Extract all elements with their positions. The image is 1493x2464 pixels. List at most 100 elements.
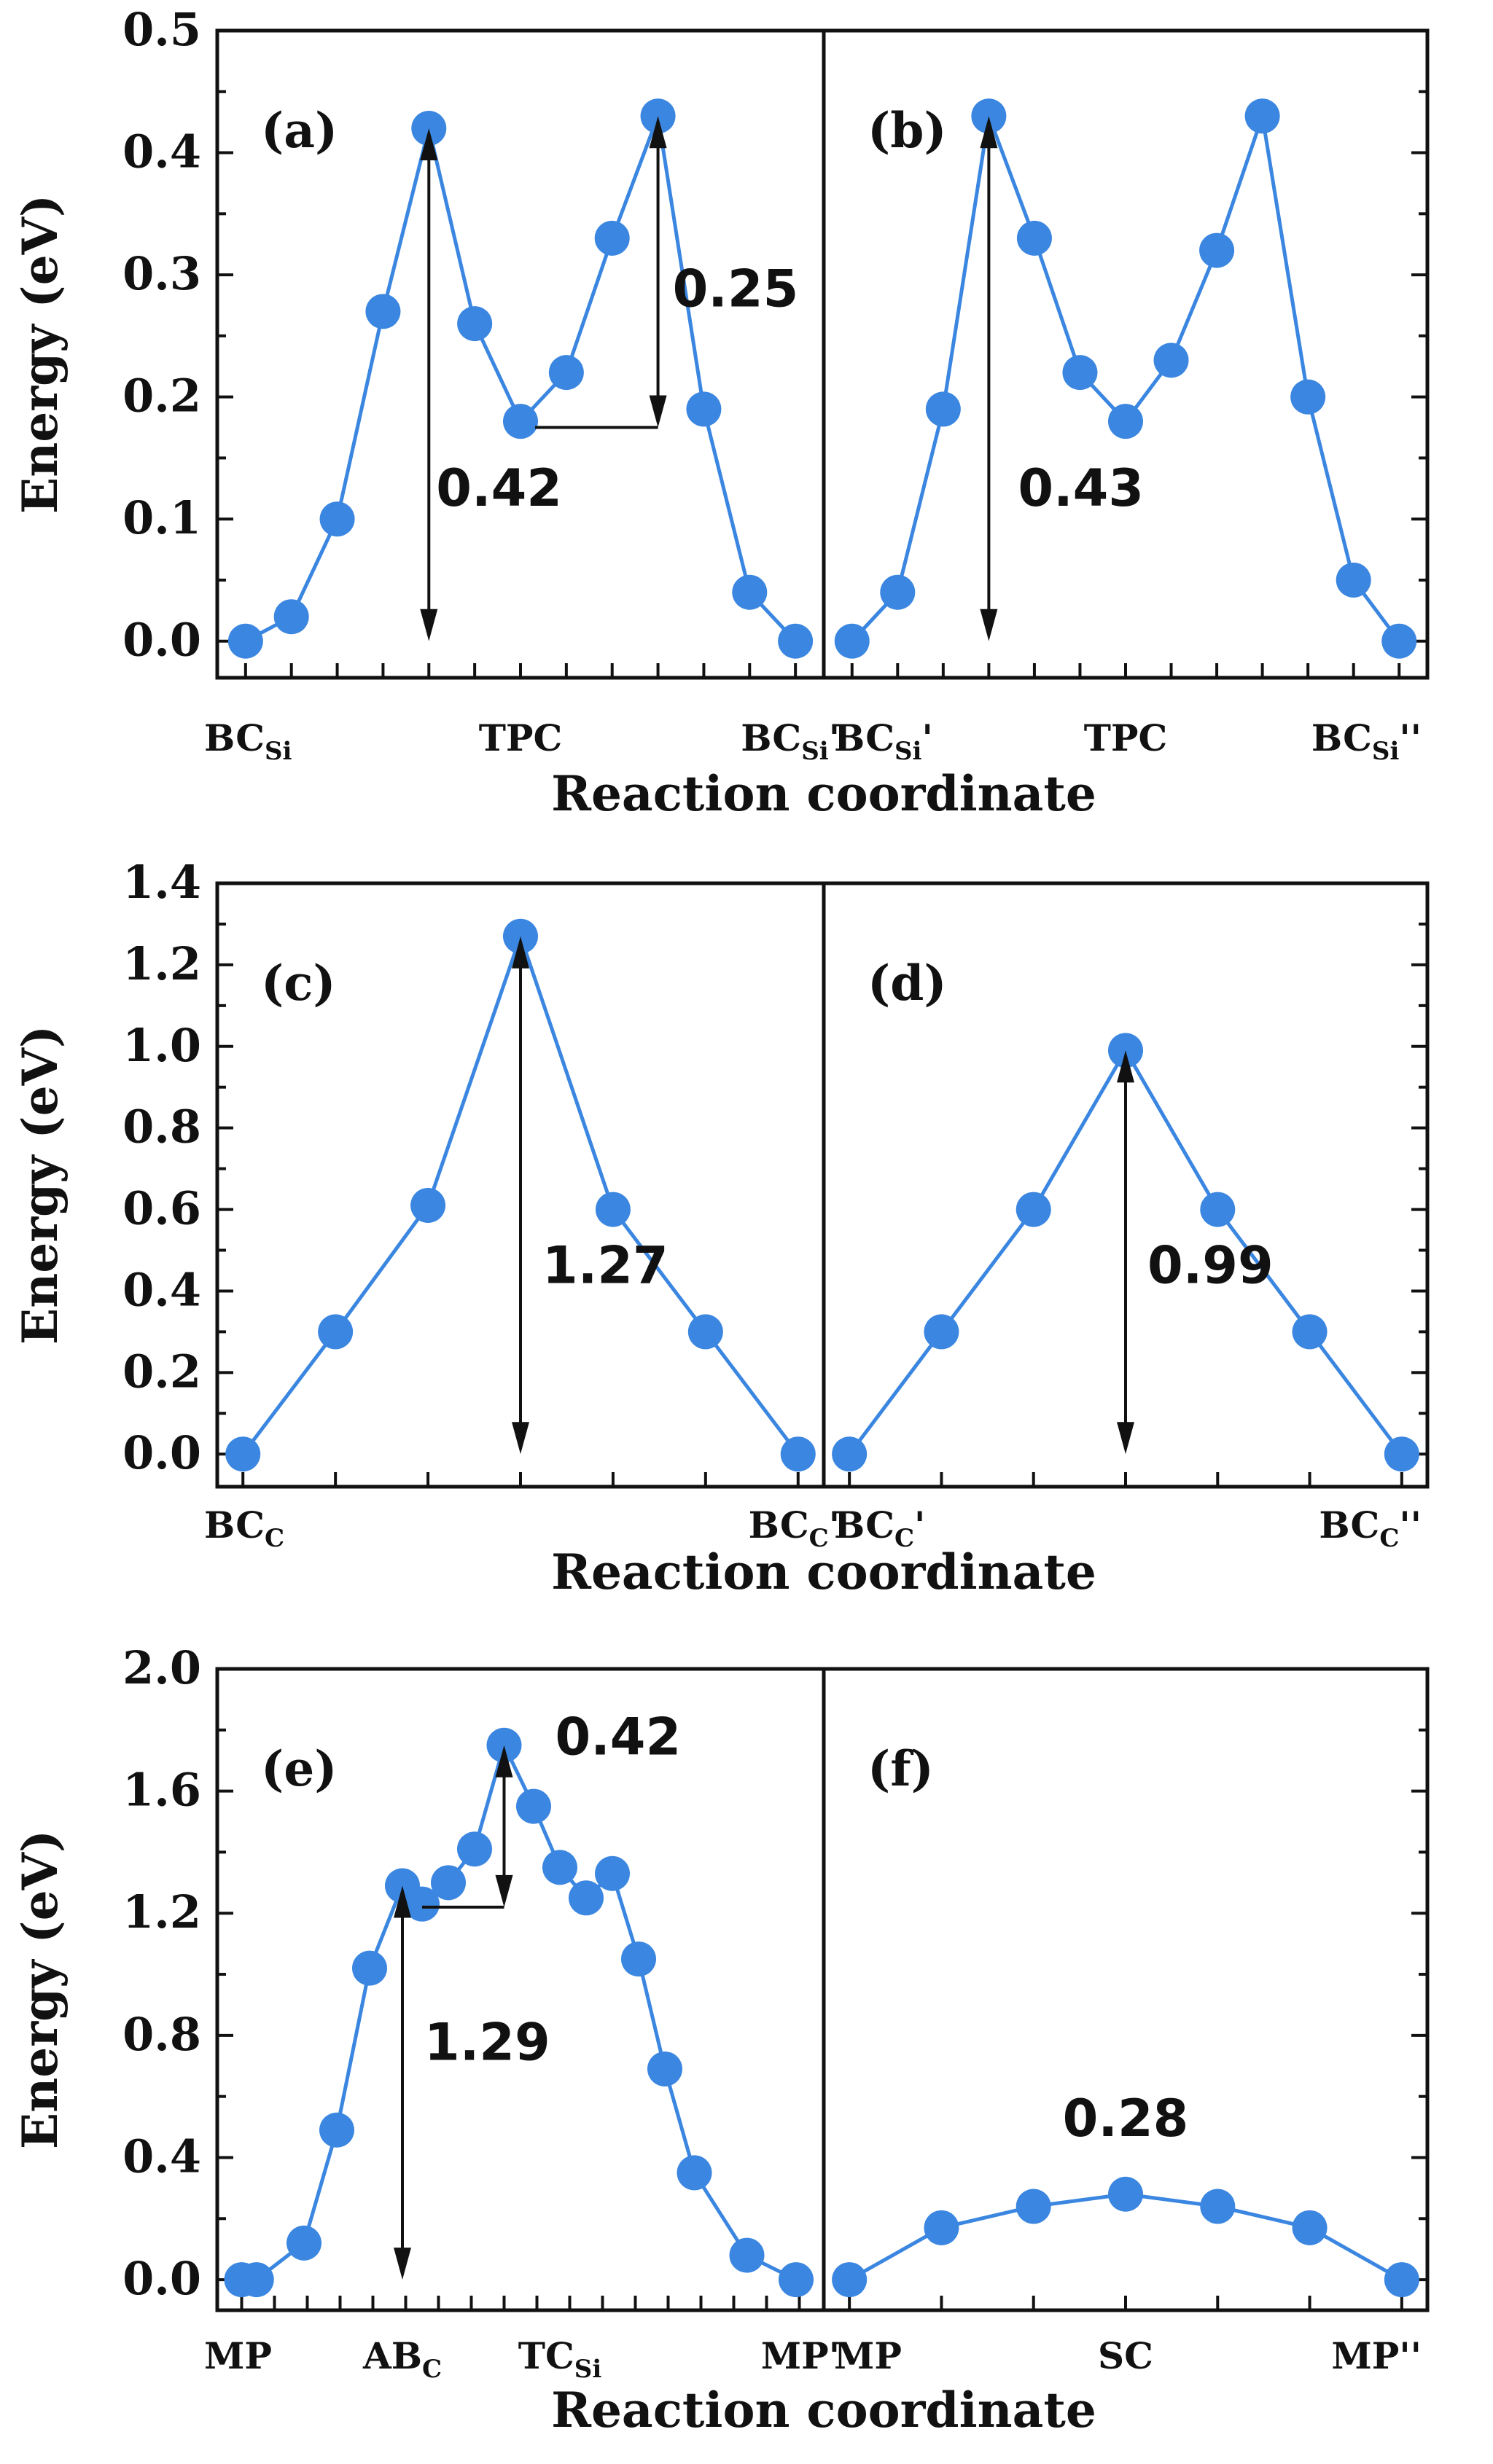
data-point <box>410 1187 446 1223</box>
data-point <box>1290 379 1326 415</box>
data-point <box>1336 562 1371 598</box>
data-point <box>542 1850 577 1885</box>
x-axis-title: Reaction coordinate <box>551 765 1096 822</box>
x-category-prime: ' <box>914 1503 925 1546</box>
data-point <box>1200 2189 1236 2224</box>
y-tick-label: 1.2 <box>122 1885 201 1939</box>
x-category-prime: ' <box>829 2334 840 2377</box>
data-point <box>1199 232 1235 268</box>
x-category-subscript: Si <box>265 737 292 766</box>
y-tick-label: 0.3 <box>122 247 201 300</box>
x-category-prime: ' <box>921 716 932 759</box>
panel-b: 0.43 (b) BCSi' TPC BCSi'' <box>822 28 1430 766</box>
data-point <box>1384 2262 1419 2298</box>
data-point <box>1292 1314 1328 1350</box>
panel-d: 0.99 (d) BCC' BCC'' <box>822 881 1430 1553</box>
data-point <box>1244 98 1280 134</box>
y-tick-label: 0.0 <box>122 2252 201 2305</box>
series-line <box>850 109 1401 643</box>
panel-label: (e) <box>261 1740 337 1797</box>
x-category-label: BCC <box>204 1503 284 1553</box>
data-point <box>227 623 263 659</box>
data-point <box>457 306 493 342</box>
data-point <box>286 2225 321 2261</box>
data-point <box>1381 623 1417 659</box>
data-point <box>647 2051 682 2086</box>
panel-label: (d) <box>868 955 947 1012</box>
data-point <box>319 2112 354 2148</box>
data-point <box>594 220 630 256</box>
data-point <box>677 2155 712 2191</box>
arrow-head-down <box>1117 1422 1134 1455</box>
arrow-head-up <box>980 116 998 149</box>
data-point <box>729 2237 765 2273</box>
x-axis-title: Reaction coordinate <box>551 2382 1096 2438</box>
x-category-label: TPC <box>479 716 563 759</box>
arrow-head-down <box>420 609 438 641</box>
x-category-prime: ' <box>829 1503 840 1546</box>
data-point <box>1108 404 1143 439</box>
annotation-label: 0.99 <box>1147 1235 1274 1295</box>
arrow-head-up <box>512 936 529 969</box>
y-tick-label: 0.5 <box>122 3 201 56</box>
x-category-label: BCSi <box>204 716 292 766</box>
data-point <box>352 1950 387 1986</box>
panel-label: (c) <box>261 955 336 1012</box>
arrow-head-up <box>1117 1050 1134 1083</box>
data-point <box>1016 220 1052 256</box>
data-point <box>595 1192 631 1227</box>
data-point <box>621 1941 656 1977</box>
data-point <box>732 574 768 610</box>
data-point <box>925 391 961 427</box>
x-category-label: MP'' <box>1331 2334 1422 2377</box>
y-tick-label: 0.0 <box>122 1426 201 1479</box>
data-point <box>318 1314 354 1350</box>
data-point <box>431 1865 466 1901</box>
x-category-label: BCC' <box>834 1503 925 1553</box>
data-point <box>1108 2176 1143 2212</box>
y-tick-label: 1.0 <box>122 1019 201 1072</box>
series-line <box>244 109 797 643</box>
data-point <box>595 1855 630 1891</box>
arrow-head-up <box>420 128 438 161</box>
data-point <box>778 623 814 659</box>
data-point <box>516 1788 551 1824</box>
data-point <box>1153 343 1189 378</box>
data-point <box>1016 2189 1051 2224</box>
data-point <box>503 404 538 439</box>
x-category-subscript: C <box>422 2355 442 2384</box>
x-category-label: TPC <box>1084 716 1168 759</box>
x-category-subscript: C <box>809 1524 829 1553</box>
panel-c: 0.0 0.2 0.4 0.6 0.8 1.0 1.2 1.4 1.27 (c) BCC BCC' En… <box>12 856 1096 1600</box>
x-category-label: SC <box>1098 2334 1153 2377</box>
data-point <box>686 391 722 427</box>
x-category-subscript: C <box>265 1524 284 1553</box>
data-point <box>779 2262 814 2298</box>
y-tick-label: 0.8 <box>122 1100 201 1154</box>
arrow-head-down <box>649 395 667 428</box>
annotation-label: 0.42 <box>436 458 562 518</box>
arrow-head-down <box>512 1422 529 1455</box>
data-point <box>687 1314 723 1350</box>
x-category-label: BCC' <box>749 1503 840 1553</box>
data-point <box>832 2262 868 2298</box>
annotation-label: 1.29 <box>424 2012 550 2072</box>
x-category-label: BCSi' <box>834 716 933 766</box>
data-point <box>1292 2210 1328 2245</box>
arrow-head-down <box>980 609 998 641</box>
y-tick-label: 1.6 <box>122 1764 201 1817</box>
y-tick-label: 1.4 <box>122 856 201 909</box>
panel-a: 0.0 0.1 0.2 0.3 0.4 0.5 0.42 0.25 (a) BCSi TPC BCSi… <box>12 3 1096 822</box>
x-category-label: BCC'' <box>1319 1503 1422 1553</box>
annotation-label: 0.42 <box>556 1707 682 1767</box>
arrow-head-up <box>394 1885 411 1918</box>
y-tick-label: 0.8 <box>122 2008 201 2061</box>
y-tick-label: 2.0 <box>122 1641 201 1694</box>
y-axis-title: Energy (eV) <box>12 1830 69 2149</box>
data-point <box>880 574 916 610</box>
x-axis-title: Reaction coordinate <box>551 1544 1096 1600</box>
x-category-prime: '' <box>1399 1503 1422 1546</box>
x-category-subscript: C <box>1379 1524 1399 1553</box>
y-tick-label: 0.4 <box>122 2129 201 2183</box>
data-point <box>405 1886 440 1922</box>
